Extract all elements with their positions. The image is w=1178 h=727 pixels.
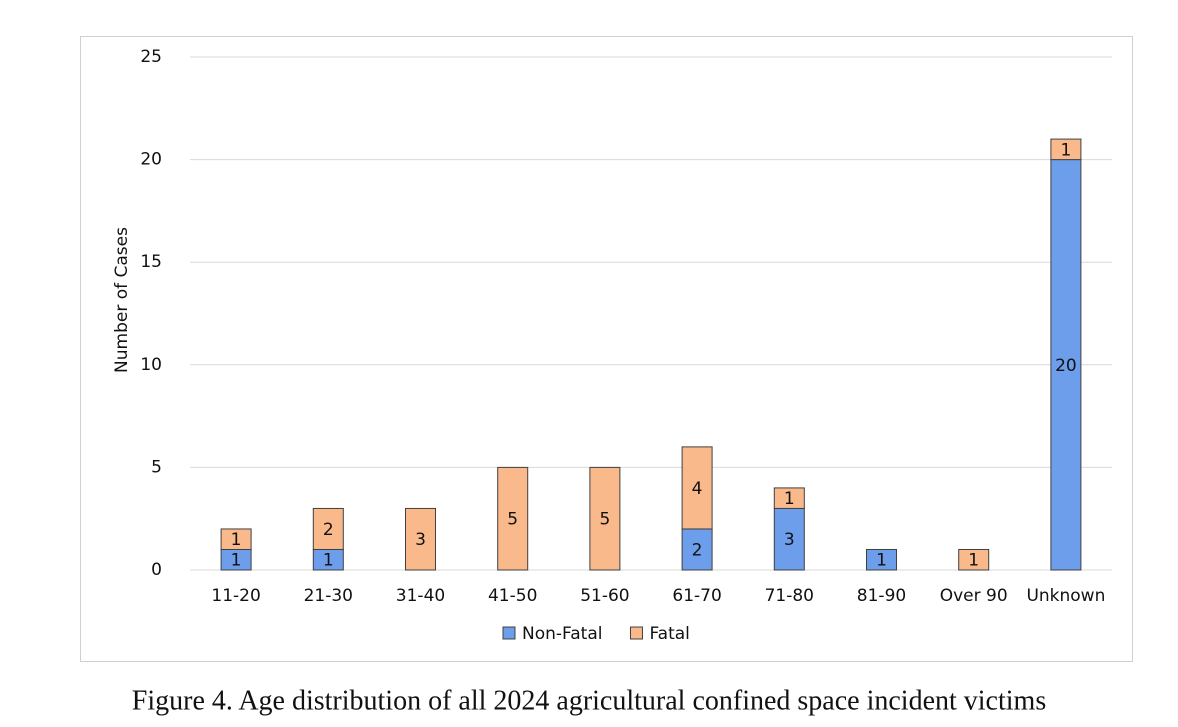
data-label: 1 <box>784 489 795 509</box>
bar-segment <box>312 507 344 550</box>
data-label: 1 <box>876 551 887 571</box>
data-label: 3 <box>415 530 426 550</box>
data-label: 5 <box>507 510 518 530</box>
legend-swatch <box>629 626 643 640</box>
bar-segment <box>1050 159 1082 571</box>
bar-segment <box>866 548 897 571</box>
bar-segment <box>405 507 436 571</box>
x-tick-label: 51-60 <box>580 586 629 606</box>
y-axis-title: Number of Cases <box>112 227 132 373</box>
x-tick-label: 71-80 <box>765 586 814 606</box>
data-label: 1 <box>323 551 334 571</box>
x-tick-label: 41-50 <box>488 586 537 606</box>
data-label: 1 <box>231 551 242 571</box>
data-label: 1 <box>968 551 979 571</box>
bar-segment <box>220 528 252 550</box>
legend-label: Fatal <box>649 624 689 644</box>
x-tick-label: 81-90 <box>857 586 906 606</box>
y-tick-label: 0 <box>151 560 162 580</box>
bar-segment <box>497 466 529 571</box>
x-tick-label: 61-70 <box>672 586 721 606</box>
data-label: 4 <box>692 479 703 499</box>
bar-segment <box>589 466 621 571</box>
data-label: 2 <box>692 540 703 560</box>
x-tick-label: Over 90 <box>940 586 1008 606</box>
legend-label: Non-Fatal <box>522 624 602 644</box>
bar-segment <box>773 487 805 509</box>
bar-segment <box>1050 138 1082 161</box>
bar-segment <box>958 548 990 571</box>
bar-segment <box>773 507 805 571</box>
y-tick-label: 5 <box>151 457 162 477</box>
x-tick-label: 31-40 <box>396 586 445 606</box>
data-label: 1 <box>231 530 242 550</box>
y-tick-label: 10 <box>140 355 162 375</box>
data-label: 3 <box>784 530 795 550</box>
data-label: 1 <box>1060 140 1071 160</box>
x-tick-label: 21-30 <box>304 586 353 606</box>
y-tick-label: 15 <box>140 252 162 272</box>
y-tick-label: 20 <box>140 150 162 170</box>
data-label: 5 <box>599 510 610 530</box>
data-label: 20 <box>1055 356 1077 376</box>
bar-segment <box>681 528 713 571</box>
y-tick-label: 25 <box>140 47 162 67</box>
data-label: 2 <box>323 520 334 540</box>
x-tick-label: 11-20 <box>211 586 260 606</box>
caption: Figure 4. Age distribution of all 2024 a… <box>132 685 1046 716</box>
bar-segment <box>681 446 713 530</box>
legend-swatch <box>502 626 516 640</box>
x-tick-label: Unknown <box>1026 586 1105 606</box>
